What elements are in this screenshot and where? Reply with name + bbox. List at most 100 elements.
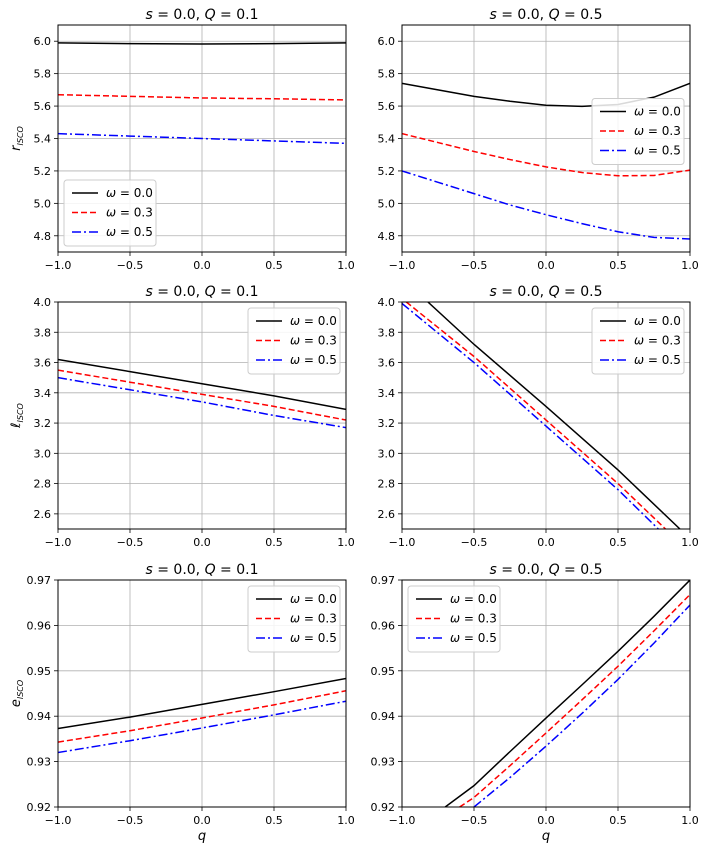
x-tick-label: 1.0 <box>681 814 699 827</box>
legend-box <box>591 98 685 165</box>
y-tick-label: 3.4 <box>34 387 52 400</box>
y-tick-label: 3.4 <box>378 387 396 400</box>
y-tick-label: 5.0 <box>378 197 396 210</box>
x-tick-label: −0.5 <box>461 259 488 272</box>
series-line-omega-0-3 <box>58 93 346 101</box>
y-tick-label: 3.6 <box>34 357 52 370</box>
legend-label: ω = 0.3 <box>290 612 337 626</box>
series-line-omega-0-5 <box>402 302 659 529</box>
legend-label: ω = 0.5 <box>450 631 497 645</box>
series-line-omega-0-3 <box>58 369 346 421</box>
legend-label: ω = 0.0 <box>634 105 681 119</box>
legend-label: ω = 0.5 <box>634 353 681 367</box>
y-tick-label: 3.8 <box>378 326 396 339</box>
y-tick-label: 0.92 <box>371 801 396 814</box>
subplot-title: s = 0.0, Q = 0.1 <box>145 7 258 23</box>
y-tick-label: 0.95 <box>27 665 52 678</box>
legend-label: ω = 0.0 <box>290 314 337 328</box>
legend-box <box>591 307 685 375</box>
x-tick-label: 0.5 <box>609 536 627 549</box>
x-axis-label: q <box>198 829 206 844</box>
y-tick-label: 5.2 <box>378 165 396 178</box>
y-tick-label: 3.0 <box>378 447 396 460</box>
y-tick-label: 5.2 <box>34 165 52 178</box>
legend-box <box>247 307 341 375</box>
legend: ω = 0.0 ω = 0.3 ω = 0.5 <box>591 307 685 375</box>
y-tick-label: 3.6 <box>378 357 396 370</box>
legend-box <box>407 585 501 653</box>
y-tick-label: 4.8 <box>378 230 396 243</box>
x-tick-label: 0.0 <box>537 814 555 827</box>
series-line-omega-0-3 <box>402 132 690 177</box>
legend-label: ω = 0.0 <box>290 592 337 606</box>
y-tick-label: 3.2 <box>378 417 396 430</box>
series-line-omega-0-3 <box>459 594 690 807</box>
x-tick-label: 0.0 <box>537 259 555 272</box>
series-line-omega-0-0 <box>58 42 346 45</box>
subplot-0-0: −1.0 −0.5 0.0 0.5 1.0 4.8 5.0 5.2 5.4 5.6 5.8 6.0 s … <box>9 7 355 272</box>
legend-label: ω = 0.3 <box>106 206 153 220</box>
y-tick-label: 6.0 <box>34 35 52 48</box>
x-axis-label: q <box>542 829 550 844</box>
series-line-omega-0-0 <box>58 677 346 730</box>
legend-label: ω = 0.5 <box>290 353 337 367</box>
y-tick-label: 3.8 <box>34 326 52 339</box>
legend-label: ω = 0.3 <box>290 334 337 348</box>
subplot-1-1: −1.0 −0.5 0.0 0.5 1.0 2.6 2.8 3.0 3.2 3.4 3.6 3.8 4.… <box>378 284 699 549</box>
legend-label: ω = 0.3 <box>450 612 497 626</box>
x-tick-label: 0.5 <box>265 259 283 272</box>
y-tick-label: 0.94 <box>27 710 52 723</box>
legend-label: ω = 0.5 <box>634 144 681 158</box>
series-line-omega-0-3 <box>58 690 346 743</box>
series-line-omega-0-3 <box>405 302 667 529</box>
x-tick-label: 0.5 <box>265 536 283 549</box>
legend-label: ω = 0.0 <box>450 592 497 606</box>
legend: ω = 0.0 ω = 0.3 ω = 0.5 <box>247 585 341 653</box>
legend-label: ω = 0.0 <box>106 186 153 200</box>
subplot-2-0: −1.0 −0.5 0.0 0.5 1.0 0.92 0.93 0.94 0.95 0.96 0.9… <box>9 562 355 844</box>
y-tick-label: 5.4 <box>378 133 396 146</box>
x-tick-label: −1.0 <box>389 259 416 272</box>
subplot-title: s = 0.0, Q = 0.5 <box>489 7 602 23</box>
x-tick-label: −0.5 <box>461 536 488 549</box>
x-tick-label: 0.0 <box>193 259 211 272</box>
x-tick-label: −0.5 <box>117 536 144 549</box>
subplot-title: s = 0.0, Q = 0.5 <box>489 562 602 578</box>
y-tick-label: 0.96 <box>371 619 396 632</box>
y-tick-label: 5.8 <box>34 68 52 81</box>
series-line-omega-0-5 <box>58 132 346 145</box>
y-tick-label: 5.4 <box>34 133 52 146</box>
x-tick-label: 1.0 <box>681 536 699 549</box>
y-tick-label: 0.95 <box>371 665 396 678</box>
legend-label: ω = 0.5 <box>106 225 153 239</box>
y-tick-label: 3.2 <box>34 417 52 430</box>
subplot-1-0: −1.0 −0.5 0.0 0.5 1.0 2.6 2.8 3.0 3.2 3.4 3.6 3.8 4.… <box>9 284 355 549</box>
x-tick-label: 0.5 <box>265 814 283 827</box>
y-tick-label: 0.94 <box>371 710 396 723</box>
y-tick-label: 2.6 <box>378 508 396 521</box>
y-tick-label: 2.8 <box>34 478 52 491</box>
legend-label: ω = 0.3 <box>634 334 681 348</box>
y-tick-label: 5.0 <box>34 197 52 210</box>
subplot-0-1: −1.0 −0.5 0.0 0.5 1.0 4.8 5.0 5.2 5.4 5.6 5.8 6.0 s … <box>378 7 699 272</box>
y-tick-label: 0.93 <box>371 756 396 769</box>
x-tick-label: −1.0 <box>45 259 72 272</box>
y-tick-label: 0.96 <box>27 619 52 632</box>
legend: ω = 0.0 ω = 0.3 ω = 0.5 <box>407 585 501 653</box>
y-axis-label: rISCO <box>9 126 25 151</box>
y-tick-label: 5.8 <box>378 68 396 81</box>
subplot-2-1: −1.0 −0.5 0.0 0.5 1.0 0.92 0.93 0.94 0.95 0.96 0.9… <box>371 562 699 844</box>
legend-label: ω = 0.5 <box>290 631 337 645</box>
x-tick-label: 0.0 <box>193 536 211 549</box>
legend: ω = 0.0 ω = 0.3 ω = 0.5 <box>591 98 685 165</box>
series-line-omega-0-5 <box>473 604 690 807</box>
series-line-omega-0-5 <box>58 700 346 754</box>
y-tick-label: 0.97 <box>27 574 52 587</box>
legend-box <box>63 179 157 247</box>
y-tick-label: 4.0 <box>378 296 396 309</box>
legend-label: ω = 0.3 <box>634 124 681 138</box>
y-axis-label: ℓISCO <box>9 403 25 429</box>
legend: ω = 0.0 ω = 0.3 ω = 0.5 <box>247 307 341 375</box>
subplot-title: s = 0.0, Q = 0.1 <box>145 284 258 300</box>
